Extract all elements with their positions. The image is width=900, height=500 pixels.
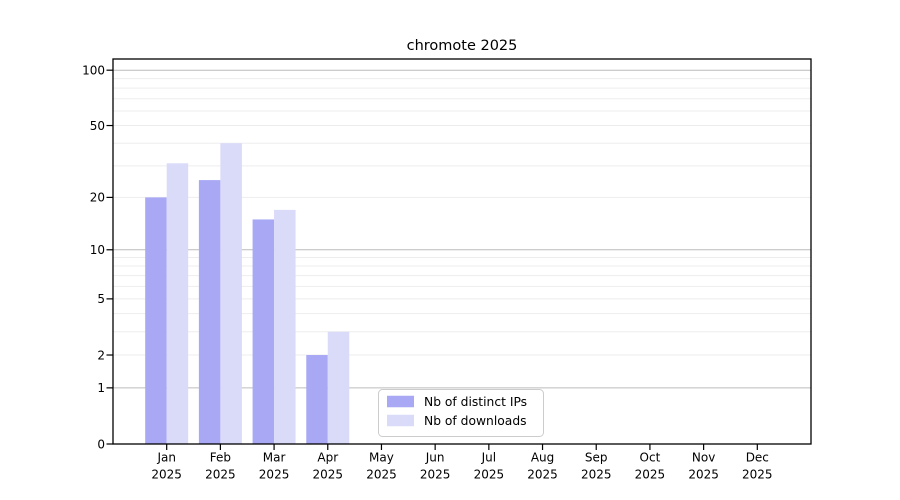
bar-mar-nb-of-distinct-ips bbox=[252, 219, 275, 444]
plot-frame bbox=[112, 58, 812, 445]
y-tick-label-20: 20 bbox=[90, 191, 105, 205]
bar-jan-nb-of-downloads bbox=[166, 163, 189, 444]
legend-label-nb-of-distinct-ips: Nb of distinct IPs bbox=[424, 395, 527, 409]
legend-label-nb-of-downloads: Nb of downloads bbox=[424, 414, 527, 428]
axes-layer: 0 1 2 5 10 20 50 100 Jan 2025 Feb 2025 Mar 2025 Apr 202… bbox=[82, 58, 812, 482]
x-tick-year-sep: 2025 bbox=[581, 468, 612, 482]
x-tick-label-aug: Aug bbox=[531, 451, 554, 465]
y-tick-label-2: 2 bbox=[97, 348, 105, 362]
x-tick-year-aug: 2025 bbox=[527, 468, 558, 482]
x-tick-label-feb: Feb bbox=[210, 451, 231, 465]
x-tick-label-may: May bbox=[369, 451, 394, 465]
x-tick-year-jan: 2025 bbox=[151, 468, 182, 482]
y-tick-label-50: 50 bbox=[90, 119, 105, 133]
bar-mar-nb-of-downloads bbox=[274, 209, 296, 444]
legend-swatch-nb-of-downloads bbox=[387, 414, 414, 427]
y-tick-label-5: 5 bbox=[97, 292, 105, 306]
x-tick-label-nov: Nov bbox=[692, 451, 715, 465]
x-tick-label-apr: Apr bbox=[317, 451, 338, 465]
x-tick-label-dec: Dec bbox=[746, 451, 769, 465]
x-tick-label-jan: Jan bbox=[156, 451, 176, 465]
y-tick-label-1: 1 bbox=[97, 381, 105, 395]
x-tick-year-feb: 2025 bbox=[205, 468, 236, 482]
legend-layer: Nb of distinct IPs Nb of downloads bbox=[378, 389, 544, 437]
y-tick-label-100: 100 bbox=[82, 63, 105, 77]
x-tick-year-oct: 2025 bbox=[635, 468, 666, 482]
x-tick-year-dec: 2025 bbox=[742, 468, 773, 482]
y-tick-label-10: 10 bbox=[90, 243, 105, 257]
y-tick-label-0: 0 bbox=[97, 437, 105, 451]
x-tick-year-jun: 2025 bbox=[420, 468, 451, 482]
x-tick-year-nov: 2025 bbox=[688, 468, 719, 482]
x-tick-year-apr: 2025 bbox=[312, 468, 343, 482]
x-tick-label-sep: Sep bbox=[585, 451, 608, 465]
x-tick-label-oct: Oct bbox=[640, 451, 661, 465]
x-tick-label-jun: Jun bbox=[425, 451, 445, 465]
x-tick-year-may: 2025 bbox=[366, 468, 397, 482]
bar-jan-nb-of-distinct-ips bbox=[145, 197, 167, 444]
x-tick-year-jul: 2025 bbox=[474, 468, 505, 482]
x-tick-label-jul: Jul bbox=[481, 451, 496, 465]
bar-apr-nb-of-distinct-ips bbox=[306, 355, 328, 444]
chart-title: chromote 2025 bbox=[407, 38, 518, 54]
legend-swatch-nb-of-distinct-ips bbox=[387, 395, 414, 408]
bar-feb-nb-of-distinct-ips bbox=[198, 180, 221, 444]
bar-feb-nb-of-downloads bbox=[220, 143, 242, 444]
bar-apr-nb-of-downloads bbox=[327, 331, 350, 444]
legend-box bbox=[378, 389, 544, 437]
bars-layer bbox=[145, 143, 350, 444]
x-tick-year-mar: 2025 bbox=[259, 468, 290, 482]
x-tick-label-mar: Mar bbox=[263, 451, 286, 465]
